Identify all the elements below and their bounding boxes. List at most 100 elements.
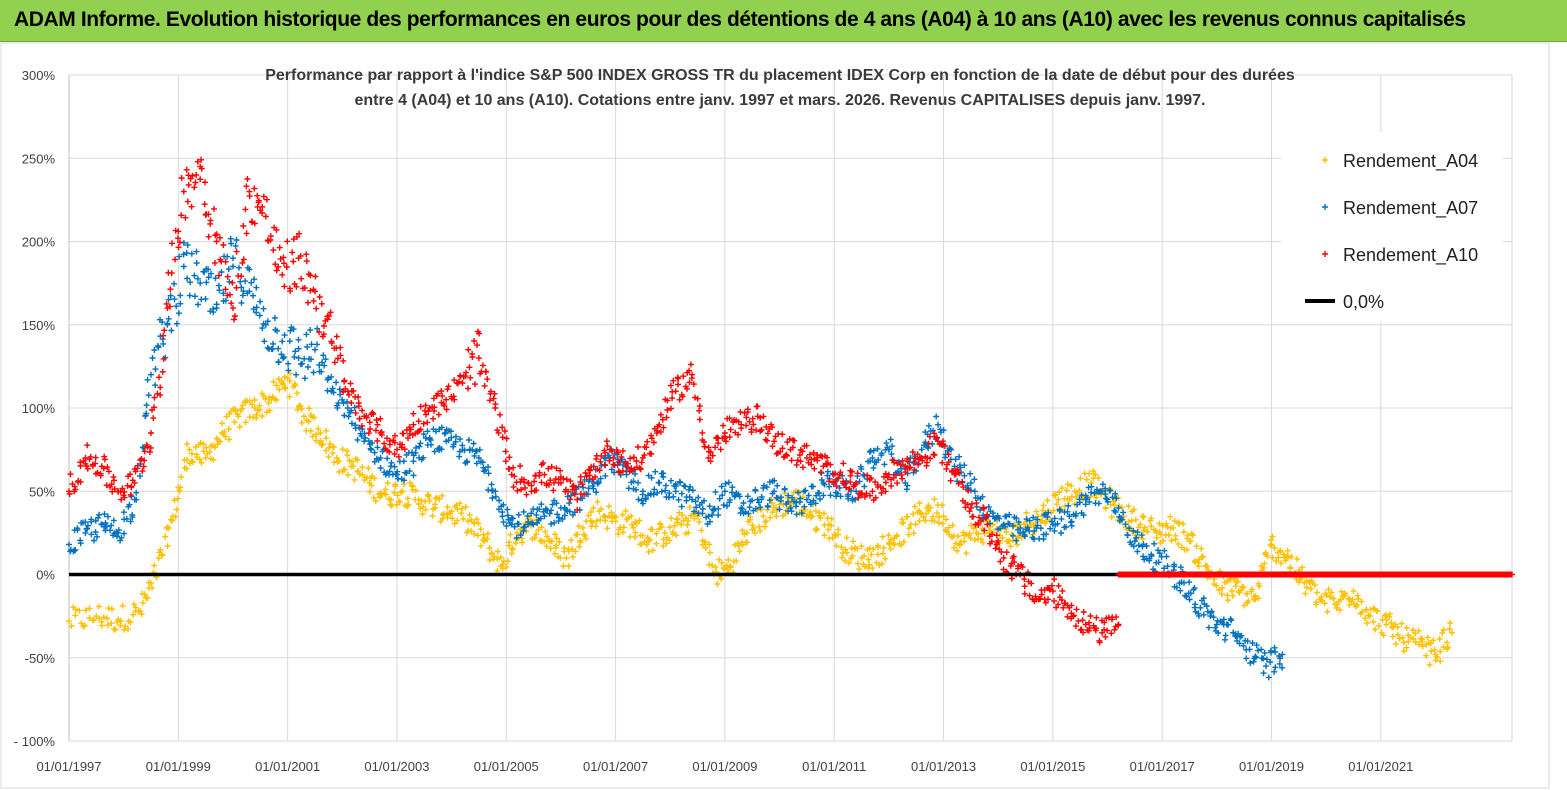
data-point: [581, 491, 588, 498]
data-point: [1108, 630, 1115, 637]
data-point: [1148, 523, 1155, 530]
data-point: [445, 383, 452, 390]
data-point: [91, 537, 97, 544]
data-point: [1122, 521, 1129, 528]
data-point: [522, 484, 528, 491]
data-point: [286, 377, 293, 384]
data-point: [412, 449, 419, 456]
data-point: [835, 475, 842, 482]
data-point: [297, 253, 304, 259]
data-point: [902, 469, 909, 476]
data-point: [894, 480, 901, 487]
data-point: [912, 521, 919, 528]
data-point: [273, 267, 280, 274]
data-point: [230, 305, 236, 312]
data-point: [256, 406, 263, 413]
x-tick-label: 01/01/1999: [146, 759, 211, 774]
data-point: [594, 480, 601, 487]
data-point: [219, 420, 226, 427]
data-point: [1362, 615, 1369, 622]
data-point: [916, 517, 923, 524]
legend-item: Rendement_A07: [1322, 198, 1478, 219]
data-point: [866, 561, 873, 568]
data-point: [777, 448, 784, 455]
data-point: [714, 581, 721, 587]
data-point: [279, 271, 286, 278]
data-point: [1021, 590, 1028, 597]
data-point: [184, 441, 191, 448]
data-point: [548, 538, 555, 545]
data-point: [940, 513, 947, 520]
data-point: [184, 275, 191, 282]
data-point: [151, 394, 158, 401]
data-point: [130, 611, 137, 618]
data-point: [954, 466, 961, 473]
data-point: [115, 527, 122, 534]
data-point: [1235, 630, 1242, 637]
data-point: [1434, 653, 1440, 660]
data-point: [146, 449, 153, 455]
data-point: [482, 467, 489, 474]
data-point: [1083, 476, 1090, 483]
data-point: [922, 517, 929, 524]
data-point: [739, 527, 746, 534]
data-point: [609, 448, 615, 455]
data-point: [200, 441, 207, 448]
data-point: [547, 477, 554, 484]
data-point: [846, 559, 852, 566]
data-point: [1372, 626, 1379, 633]
data-point: [371, 449, 378, 456]
data-point: [752, 505, 759, 512]
data-point: [394, 446, 400, 453]
data-point: [1439, 630, 1446, 637]
data-point: [1030, 514, 1037, 521]
data-point: [1166, 532, 1172, 539]
data-point: [541, 471, 548, 478]
data-point: [322, 356, 329, 363]
data-point: [340, 357, 347, 364]
data-point: [121, 489, 128, 496]
data-point: [1213, 582, 1220, 589]
data-point: [784, 439, 791, 446]
data-point: [948, 446, 955, 453]
data-point: [540, 460, 546, 466]
data-point: [931, 496, 938, 503]
data-point: [663, 482, 669, 489]
data-point: [1412, 630, 1419, 637]
data-point: [1403, 625, 1410, 631]
data-point: [1078, 626, 1085, 633]
data-point: [167, 303, 173, 310]
data-point: [505, 516, 512, 523]
data-point: [652, 468, 659, 475]
data-point: [530, 521, 537, 528]
data-point: [1085, 627, 1092, 634]
data-point: [1204, 563, 1211, 570]
y-tick-label: 200%: [22, 235, 56, 250]
data-point: [1227, 577, 1234, 584]
data-point: [368, 446, 374, 453]
data-point: [473, 447, 480, 454]
data-point: [335, 400, 342, 407]
data-point: [899, 475, 906, 482]
data-point: [787, 504, 794, 511]
data-point: [354, 457, 361, 463]
data-point: [1249, 586, 1255, 593]
data-point: [971, 536, 978, 543]
report-banner: ADAM Informe. Evolution historique des p…: [0, 0, 1567, 42]
data-point: [1207, 613, 1214, 620]
data-point: [887, 436, 894, 443]
data-point: [267, 237, 274, 243]
data-point: [891, 541, 898, 548]
data-point: [691, 515, 698, 522]
data-point: [452, 438, 459, 445]
data-point: [984, 511, 991, 518]
data-point: [356, 415, 363, 422]
data-point: [1052, 492, 1059, 499]
data-point: [674, 515, 681, 522]
data-point: [565, 563, 572, 570]
data-point: [692, 394, 698, 401]
data-point: [1102, 633, 1109, 640]
data-point: [489, 487, 496, 494]
data-point: [1307, 585, 1314, 592]
data-point: [128, 484, 135, 491]
